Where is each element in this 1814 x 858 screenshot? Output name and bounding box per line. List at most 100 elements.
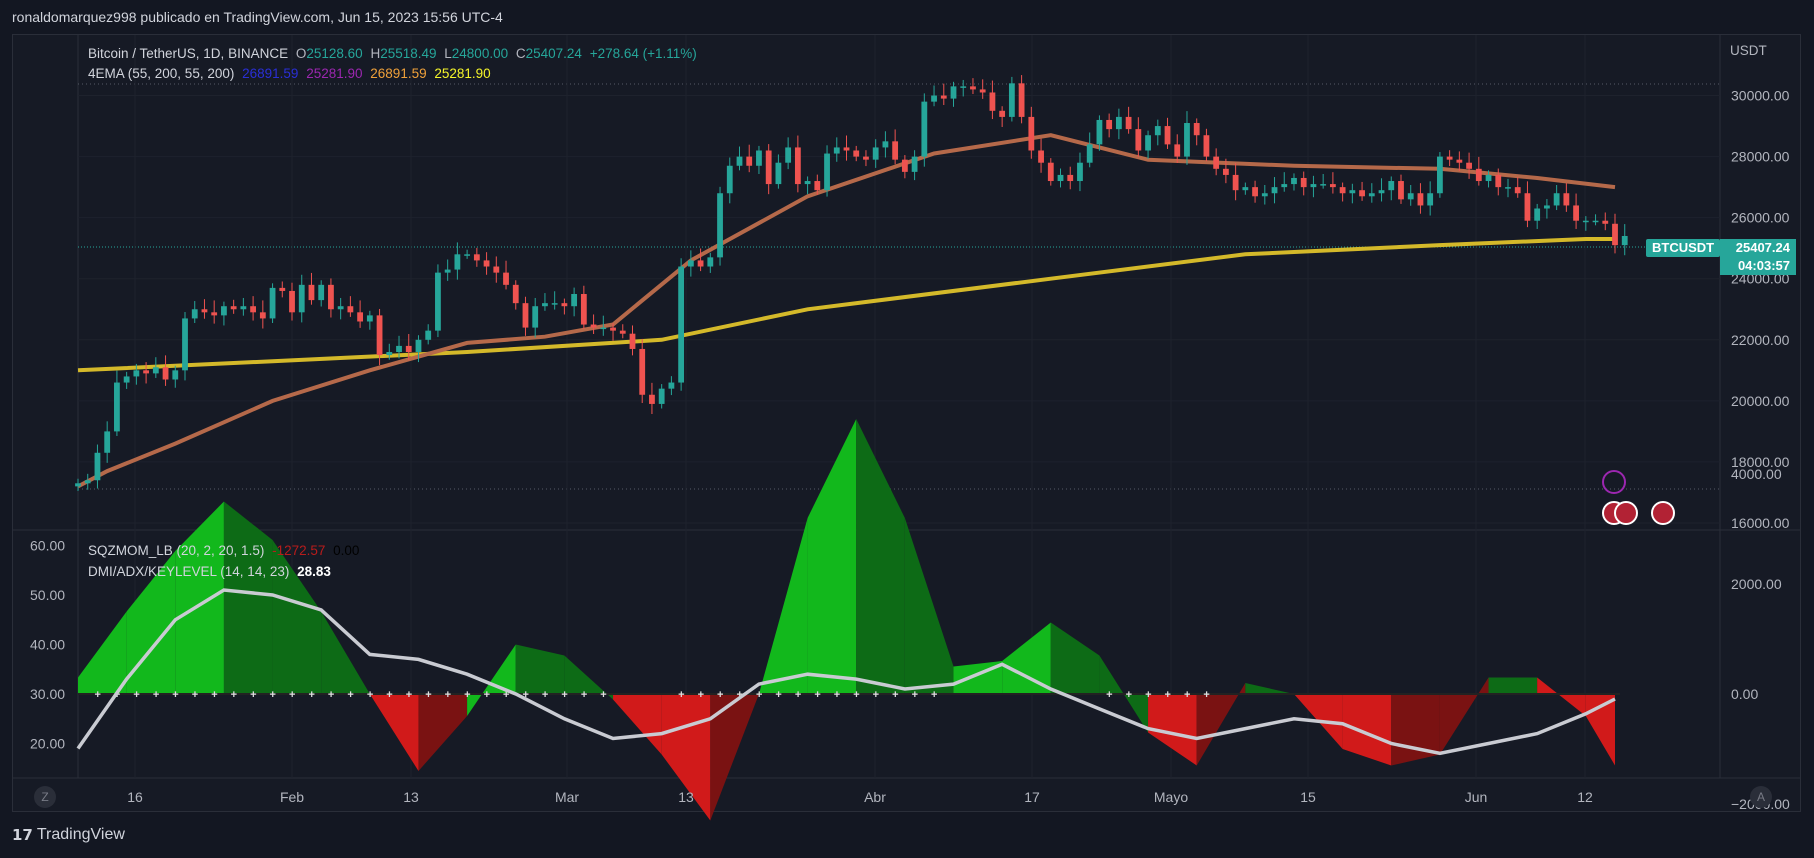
candle-body <box>590 324 597 328</box>
sqz-area-segment <box>1342 694 1392 766</box>
candle-body <box>1612 223 1618 246</box>
dmi-legend[interactable]: DMI/ADX/KEYLEVEL (14, 14, 23) 28.83 <box>88 564 335 579</box>
candle-body <box>415 339 422 353</box>
ema-legend[interactable]: 4EMA (55, 200, 55, 200) 26891.59 25281.9… <box>88 66 495 81</box>
candle-body <box>386 352 393 356</box>
candle-body <box>1505 187 1511 189</box>
sqz-tick-label: 0.00 <box>1731 686 1758 702</box>
time-tick-label: Mar <box>555 789 579 805</box>
candle-body <box>1213 156 1220 169</box>
candle-body <box>1281 184 1288 188</box>
candle-body <box>1271 187 1278 194</box>
footer-brand[interactable]: 𝟭𝟳 TradingView <box>12 826 125 844</box>
sqz-area-segment <box>904 518 954 694</box>
candle-body <box>1534 208 1541 221</box>
ema-value-2: 25281.90 <box>306 66 363 81</box>
candle-body <box>1077 162 1083 182</box>
close-value: 25407.24 <box>525 46 582 61</box>
last-price-tag: 25407.24 <box>1720 239 1796 257</box>
candle-body <box>298 284 305 313</box>
sqz-tick-label: 2000.00 <box>1731 576 1782 592</box>
candle-body <box>600 327 607 330</box>
candle-body <box>1018 83 1025 117</box>
candle-body <box>639 348 646 395</box>
candle-body <box>1475 168 1482 182</box>
candle-body <box>571 294 578 307</box>
candle-body <box>911 156 918 172</box>
candle-body <box>542 303 548 307</box>
tradingview-logo-icon: 𝟭𝟳 <box>12 827 33 844</box>
symbol-title[interactable]: Bitcoin / TetherUS, 1D, BINANCE <box>88 46 289 61</box>
squeeze-cross: + <box>289 689 295 701</box>
squeeze-cross: + <box>192 689 198 701</box>
candle-body <box>794 147 801 185</box>
candle-body <box>1388 181 1395 191</box>
ema-value-3: 26891.59 <box>370 66 427 81</box>
sqz-tick-label: 4000.00 <box>1731 466 1782 482</box>
candle-body <box>522 303 529 328</box>
price-tick-label: 20000.00 <box>1731 393 1790 409</box>
candle-body <box>1456 159 1463 163</box>
squeeze-cross: + <box>153 689 159 701</box>
candle-body <box>561 303 568 307</box>
squeeze-cross: + <box>775 689 781 701</box>
candle-body <box>435 272 441 331</box>
candle-body <box>1067 174 1074 182</box>
candle-body <box>1427 193 1434 206</box>
squeeze-cross: + <box>873 689 879 701</box>
flash-event-icon <box>1602 470 1626 494</box>
candle-body <box>1115 116 1122 130</box>
squeeze-cross: + <box>503 689 509 701</box>
candle-body <box>658 388 665 404</box>
squeeze-cross: + <box>94 689 100 701</box>
squeeze-cross: + <box>406 689 412 701</box>
sqz-area-segment <box>418 694 468 771</box>
candle-body <box>347 306 354 313</box>
candle-body <box>84 480 91 484</box>
candle-body <box>512 284 519 304</box>
squeeze-cross: + <box>386 689 392 701</box>
auto-scale-button[interactable]: A <box>1750 786 1772 808</box>
candle-body <box>1057 174 1064 182</box>
candle-body <box>629 333 636 349</box>
squeeze-cross: + <box>328 689 334 701</box>
sqz-area-segment <box>126 551 176 694</box>
adx-line <box>76 588 1616 756</box>
candle-body <box>1008 83 1015 117</box>
zoom-reset-button[interactable]: Z <box>34 786 56 808</box>
candle-body <box>1291 177 1297 185</box>
adx-tick-label: 60.00 <box>30 538 65 554</box>
candle-body <box>405 345 412 353</box>
candle-body <box>775 162 782 185</box>
candle-body <box>814 181 821 191</box>
candle-body <box>1164 126 1171 145</box>
candle-body <box>1300 177 1307 188</box>
candle-body <box>308 284 315 301</box>
candle-body <box>726 165 733 194</box>
sqz-area-segment <box>515 644 565 694</box>
candle-body <box>191 309 198 319</box>
sqz-name: SQZMOM_LB (20, 2, 20, 1.5) <box>88 543 265 558</box>
squeeze-cross: + <box>581 689 587 701</box>
candle-body <box>950 86 957 99</box>
sqz-area-segment <box>467 644 516 716</box>
candle-body <box>580 294 587 325</box>
candle-body <box>756 150 762 166</box>
candle-body <box>940 95 947 99</box>
sqz-area-segment <box>321 611 370 694</box>
candle-body <box>892 141 899 160</box>
symbol-price-tag[interactable]: BTCUSDT <box>1646 239 1721 257</box>
sqz-legend[interactable]: SQZMOM_LB (20, 2, 20, 1.5) -1272.57 0.00 <box>88 543 363 558</box>
sqz-area-segment <box>807 419 857 694</box>
candle-body <box>1310 184 1317 188</box>
candle-body <box>1242 187 1249 191</box>
candle-body <box>833 147 840 154</box>
squeeze-cross: + <box>600 689 606 701</box>
footer-brand-label: TradingView <box>36 826 125 843</box>
time-tick-label: 15 <box>1300 789 1316 805</box>
sqz-area-segment <box>223 501 273 694</box>
candle-body <box>464 254 471 256</box>
candle-body <box>94 452 101 481</box>
candle-body <box>765 150 772 185</box>
